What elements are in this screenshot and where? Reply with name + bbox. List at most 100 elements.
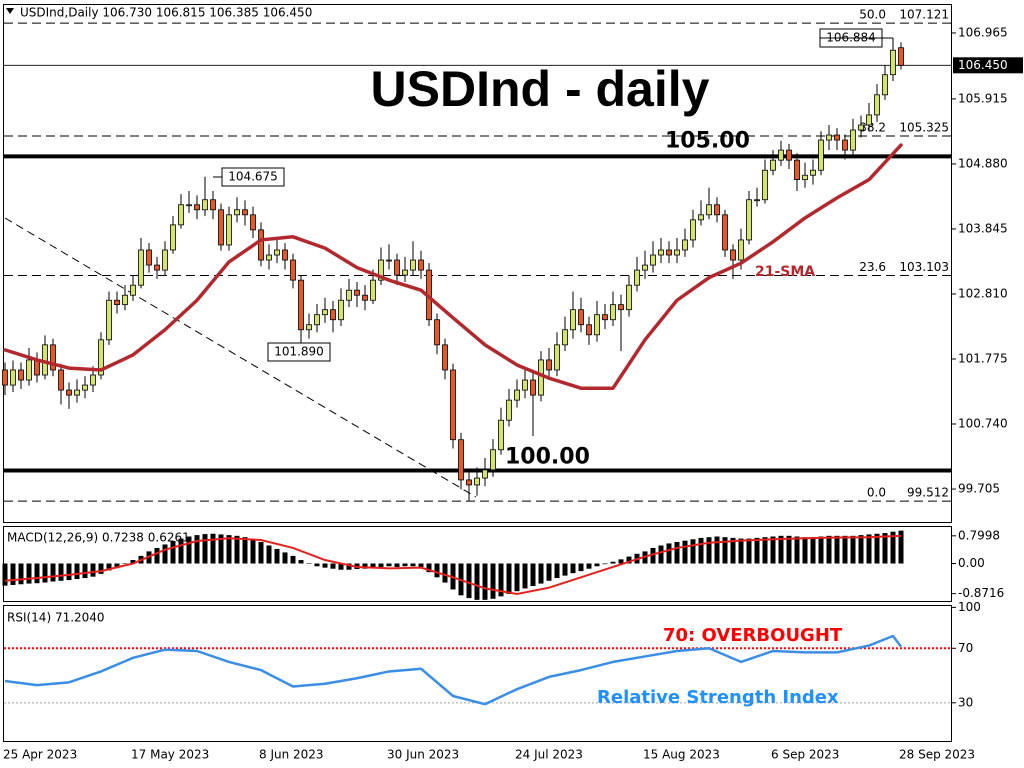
- macd-bar: [690, 539, 696, 564]
- candle-body: [666, 249, 672, 256]
- y-tick-label: 100: [958, 600, 981, 614]
- candle-body: [10, 369, 16, 386]
- macd-bar: [370, 563, 376, 568]
- macd-bar: [514, 563, 520, 592]
- title: USDInd - daily: [371, 61, 710, 117]
- candle-body: [802, 174, 808, 181]
- candle-body: [298, 279, 304, 331]
- macd-bar: [810, 537, 816, 564]
- macd-bar: [106, 563, 112, 571]
- macd-bar: [826, 535, 832, 564]
- candle-body: [474, 477, 480, 486]
- macd-bar: [82, 563, 88, 579]
- candle-body: [122, 294, 128, 306]
- candle-body: [106, 299, 112, 341]
- y-tick-label: -0.8716: [958, 586, 1004, 600]
- y-tick-label: 104.880: [958, 156, 1008, 170]
- macd-bar: [10, 563, 16, 585]
- candle-body: [874, 94, 880, 116]
- macd-bar: [506, 563, 512, 594]
- candle-body: [66, 389, 72, 396]
- key-level-label: 105.00: [665, 128, 750, 153]
- candle-body: [314, 314, 320, 326]
- macd-bar: [226, 535, 232, 564]
- candle-body: [746, 199, 752, 241]
- candle-body: [706, 204, 712, 216]
- fib-value: 103.103: [899, 260, 949, 274]
- candle-body: [794, 159, 800, 181]
- header: USDInd,Daily 106.730 106.815 106.385 106…: [20, 6, 312, 20]
- candle-body: [690, 219, 696, 241]
- candle-body: [90, 374, 96, 386]
- macd-bar: [266, 545, 272, 564]
- candle-body: [178, 204, 184, 226]
- candle-body: [698, 214, 704, 221]
- macd-bar: [130, 560, 136, 564]
- macd-bar: [114, 563, 120, 567]
- candle-body: [842, 139, 848, 151]
- macd-bar: [858, 535, 864, 564]
- candle-body: [442, 344, 448, 371]
- macd-bar: [754, 537, 760, 564]
- candle-body: [18, 369, 24, 381]
- candle-body: [370, 279, 376, 301]
- macd-bar: [122, 563, 128, 564]
- macd-bar: [746, 538, 752, 564]
- macd-bar: [722, 537, 728, 564]
- macd-bar: [650, 547, 656, 564]
- candle-body: [210, 199, 216, 211]
- last-price-box: [953, 57, 1023, 74]
- macd-bar: [666, 543, 672, 564]
- candle-body: [674, 249, 680, 256]
- fib-value: 99.512: [907, 486, 949, 500]
- x-tick-label: 8 Jun 2023: [259, 748, 324, 762]
- candle-body: [714, 204, 720, 216]
- main-pane-frame: [3, 4, 952, 523]
- macd-bar: [778, 535, 784, 564]
- candle-body: [602, 314, 608, 321]
- candle-body: [354, 289, 360, 296]
- macd-bar: [194, 535, 200, 564]
- macd-bar: [290, 555, 296, 564]
- macd-bar: [330, 563, 336, 569]
- macd-bar: [714, 536, 720, 564]
- macd-bar: [74, 563, 80, 580]
- menu-triangle: [6, 8, 14, 14]
- macd-bar: [418, 563, 424, 567]
- macd-bar: [402, 563, 408, 567]
- candle-body: [594, 314, 600, 336]
- x-tick-label: 28 Sep 2023: [899, 748, 975, 762]
- candle-body: [810, 169, 816, 176]
- x-tick-label: 24 Jul 2023: [515, 748, 583, 762]
- macd-bar: [306, 563, 312, 564]
- y-tick-label: 99.705: [958, 482, 1000, 496]
- candle-body: [274, 249, 280, 256]
- rsi-pane-frame: [3, 605, 952, 742]
- macd-bar: [218, 534, 224, 564]
- candle-body: [418, 259, 424, 271]
- y-tick-label: 100.740: [958, 417, 1008, 431]
- trend-line: [4, 217, 477, 498]
- candle-body: [74, 389, 80, 396]
- candle-body: [490, 449, 496, 471]
- callout-label: 104.675: [228, 170, 278, 184]
- macd-bar: [866, 534, 872, 564]
- macd-bar: [346, 563, 352, 570]
- rsi-line: [4, 634, 902, 706]
- macd-bar: [698, 537, 704, 564]
- y-tick-label: 0.00: [958, 556, 985, 570]
- macd-bar: [594, 563, 600, 567]
- candle-body: [394, 259, 400, 276]
- key-level-label: 100.00: [505, 444, 590, 469]
- candle-body: [826, 134, 832, 141]
- macd-bar: [658, 545, 664, 564]
- macd-bar: [314, 563, 320, 567]
- x-tick-label: 30 Jun 2023: [387, 748, 459, 762]
- macd-bar: [394, 563, 400, 567]
- macd-bar: [770, 536, 776, 564]
- candle-body: [730, 249, 736, 261]
- macd-bar: [490, 563, 496, 599]
- macd-bar: [882, 533, 888, 564]
- fib-ratio: 23.6: [859, 260, 886, 274]
